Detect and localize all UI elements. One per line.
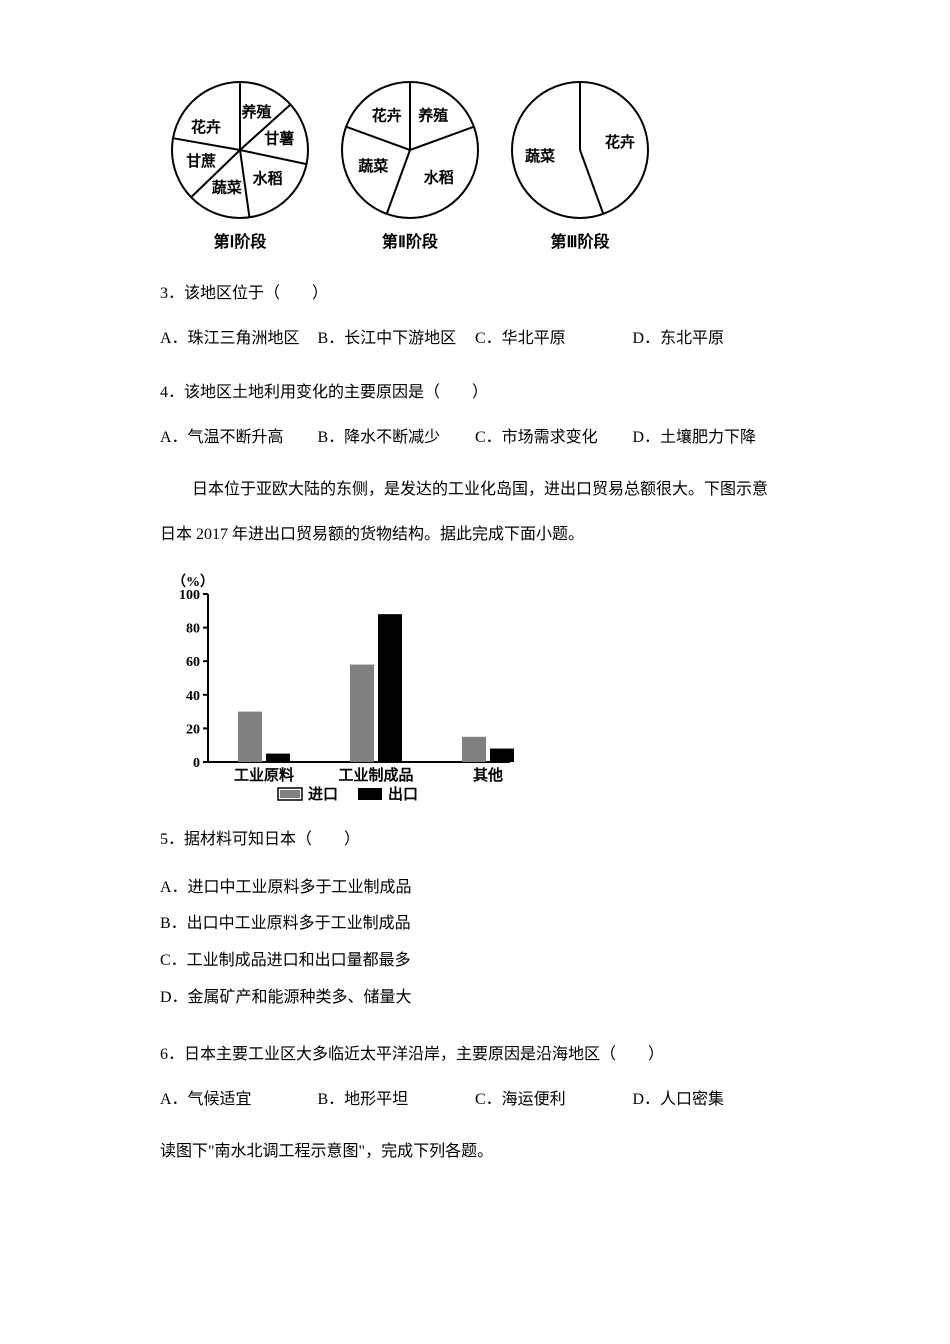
pie-caption-3: 第Ⅲ阶段 (550, 230, 609, 256)
option-6a: A．气候适宜 (160, 1084, 318, 1116)
svg-text:蔬菜: 蔬菜 (525, 147, 555, 165)
option-5a: A．进口中工业原料多于工业制成品 (160, 870, 790, 907)
option-3d: D．东北平原 (633, 323, 791, 355)
svg-text:0: 0 (193, 756, 200, 771)
svg-text:出口: 出口 (388, 785, 418, 802)
svg-text:甘蔗: 甘蔗 (186, 152, 216, 170)
svg-text:甘薯: 甘薯 (264, 129, 294, 147)
option-3b: B．长江中下游地区 (318, 323, 476, 355)
svg-text:80: 80 (186, 622, 200, 637)
question-3-text: 3．该地区位于（ ） (160, 276, 790, 311)
pie-chart-stage1: 养殖甘薯水稻蔬菜 甘蔗 花卉 第Ⅰ阶段 (170, 80, 310, 256)
svg-text:花卉: 花卉 (605, 133, 635, 151)
svg-text:60: 60 (186, 656, 200, 671)
svg-text:花卉: 花卉 (372, 107, 402, 125)
pie-chart-stage2: 养殖水稻 蔬菜 花卉 第Ⅱ阶段 (340, 80, 480, 256)
option-5d: D．金属矿产和能源种类多、储量大 (160, 980, 790, 1017)
question-4-options: A．气温不断升高 B．降水不断减少 C．市场需求变化 D．土壤肥力下降 (160, 422, 790, 454)
svg-text:养殖: 养殖 (241, 103, 272, 121)
svg-text:工业原料: 工业原料 (234, 766, 294, 784)
svg-text:进口: 进口 (308, 786, 338, 802)
question-4-text: 4．该地区土地利用变化的主要原因是（ ） (160, 375, 790, 410)
svg-text:其他: 其他 (473, 766, 503, 784)
option-6d: D．人口密集 (633, 1084, 791, 1116)
option-3c: C．华北平原 (475, 323, 633, 355)
svg-text:养殖: 养殖 (417, 107, 448, 125)
option-5c: C．工业制成品进口和出口量都最多 (160, 943, 790, 980)
svg-text:水稻: 水稻 (253, 170, 283, 188)
pie-chart-stage3: 花卉蔬菜 第Ⅲ阶段 (510, 80, 650, 256)
pie-charts-row: 养殖甘薯水稻蔬菜甘蔗花卉 第Ⅰ阶段 养殖水稻蔬菜花卉 第Ⅱ阶段 花卉蔬菜 第Ⅲ阶… (170, 80, 790, 256)
intro-japan-line1: 日本位于亚欧大陆的东侧，是发达的工业化岛国，进出口贸易总额很大。下图示意 (160, 472, 790, 507)
question-6-text: 6．日本主要工业区大多临近太平洋沿岸，主要原因是沿海地区（ ） (160, 1037, 790, 1072)
question-3-options: A．珠江三角洲地区 B．长江中下游地区 C．华北平原 D．东北平原 (160, 323, 790, 355)
svg-text:100: 100 (179, 588, 200, 603)
intro-water-transfer: 读图下"南水北调工程示意图"，完成下列各题。 (160, 1134, 790, 1169)
option-4d: D．土壤肥力下降 (633, 422, 791, 454)
svg-text:水稻: 水稻 (424, 169, 454, 187)
intro-japan-line2: 日本 2017 年进出口贸易额的货物结构。据此完成下面小题。 (160, 517, 790, 552)
question-5-text: 5．据材料可知日本（ ） (160, 822, 790, 857)
svg-text:工业制成品: 工业制成品 (338, 766, 413, 784)
option-5b: B．出口中工业原料多于工业制成品 (160, 906, 790, 943)
svg-text:蔬菜: 蔬菜 (212, 178, 242, 196)
option-6c: C．海运便利 (475, 1084, 633, 1116)
option-4c: C．市场需求变化 (475, 422, 633, 454)
question-5-options: A．进口中工业原料多于工业制成品 B．出口中工业原料多于工业制成品 C．工业制成… (160, 870, 790, 1017)
pie-caption-2: 第Ⅱ阶段 (382, 230, 438, 256)
svg-text:40: 40 (186, 689, 200, 704)
option-4b: B．降水不断减少 (318, 422, 476, 454)
option-3a: A．珠江三角洲地区 (160, 323, 318, 355)
option-4a: A．气温不断升高 (160, 422, 318, 454)
option-6b: B．地形平坦 (318, 1084, 476, 1116)
bar-chart-japan-trade: （%）020406080100工业原料工业制成品其他进口出口 (160, 572, 790, 802)
pie-caption-1: 第Ⅰ阶段 (214, 230, 267, 256)
question-6-options: A．气候适宜 B．地形平坦 C．海运便利 D．人口密集 (160, 1084, 790, 1116)
svg-text:花卉: 花卉 (191, 118, 221, 136)
svg-text:蔬菜: 蔬菜 (358, 157, 388, 175)
svg-text:20: 20 (186, 723, 200, 738)
